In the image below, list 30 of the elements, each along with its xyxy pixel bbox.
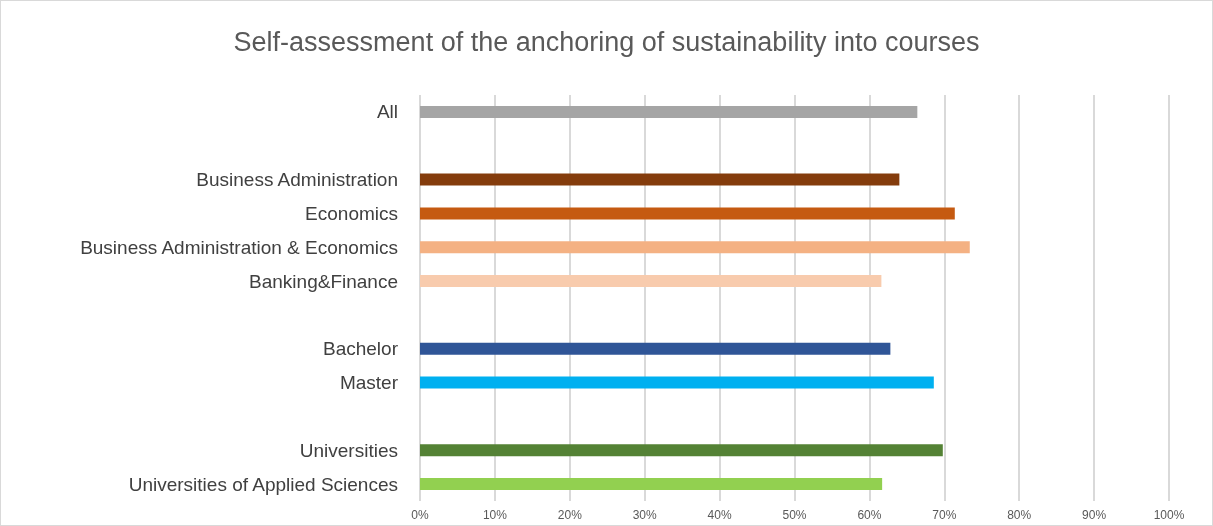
y-tick-label: Bachelor	[323, 338, 399, 360]
x-tick-label: 90%	[1082, 508, 1107, 522]
bar	[420, 275, 882, 288]
y-tick-label: Business Administration	[196, 169, 398, 191]
bar	[420, 173, 900, 186]
x-tick-label: 100%	[1153, 508, 1185, 522]
bar	[420, 376, 934, 389]
x-tick-label: 50%	[782, 508, 807, 522]
x-tick-label: 20%	[557, 508, 583, 522]
x-tick-label: 60%	[857, 508, 882, 522]
y-tick-label: All	[376, 101, 398, 123]
bar	[420, 207, 955, 220]
x-tick-label: 80%	[1007, 508, 1032, 522]
chart-title: Self-assessment of the anchoring of sustainability into courses	[233, 26, 980, 57]
x-tick-label: 40%	[707, 508, 732, 522]
x-tick-label: 70%	[932, 508, 957, 522]
y-tick-label: Master	[339, 372, 399, 394]
y-tick-label: Universities of Applied Sciences	[128, 473, 398, 495]
bar	[420, 478, 883, 491]
x-tick-label: 10%	[482, 508, 508, 522]
y-tick-label: Universities	[299, 439, 398, 461]
y-tick-label: Business Administration & Economics	[80, 236, 398, 258]
bar	[420, 444, 943, 457]
bar	[420, 241, 970, 254]
y-tick-label: Banking&Finance	[249, 270, 398, 292]
x-tick-label: 0%	[411, 508, 429, 522]
bar	[420, 342, 891, 355]
bar	[420, 105, 918, 118]
x-tick-label: 30%	[632, 508, 658, 522]
y-tick-label: Economics	[305, 202, 398, 224]
